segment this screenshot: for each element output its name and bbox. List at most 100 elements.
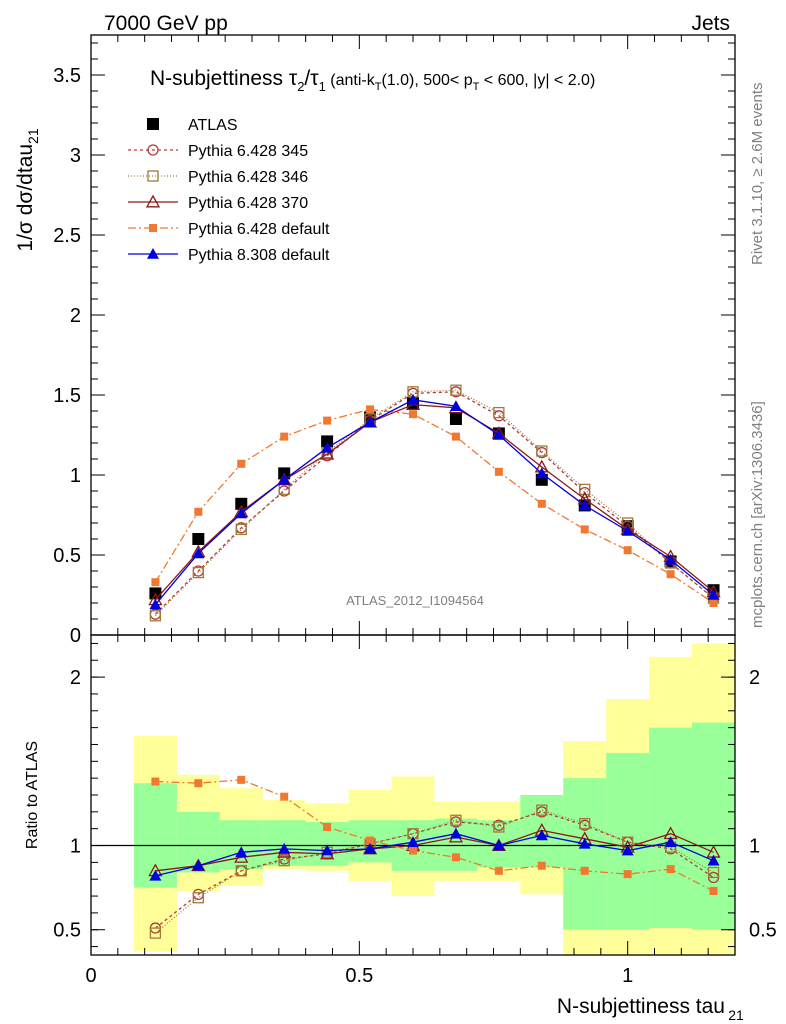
- energy-label: 7000 GeV pp: [104, 12, 228, 35]
- ratio-uncertainty-bands: [133, 643, 735, 955]
- main-point-pythia-8-308-default: [664, 553, 677, 565]
- main-point-pythia-6-428-default: [366, 405, 375, 414]
- main-point-pythia-6-428-default: [323, 416, 332, 425]
- legend-entry-pythia-6-428-346: Pythia 6.428 346: [128, 169, 308, 186]
- ratio-point-pythia-6-428-346: [579, 817, 591, 830]
- legend-marker-pythia-6-428-default: [149, 224, 157, 232]
- main-point-pythia-8-308-default: [535, 467, 548, 479]
- ratio-point-pythia-8-308-default: [535, 829, 548, 841]
- ratio-point-pythia-6-428-default: [323, 823, 332, 831]
- ratio-y-axis-label: Ratio to ATLAS: [24, 741, 41, 849]
- ratio-y-tick-label: 2: [70, 667, 81, 689]
- main-point-pythia-6-428-default: [580, 525, 589, 534]
- mcplots-source-label: mcplots.cern.ch [arXiv:1306.3436]: [749, 401, 766, 628]
- ratio-y-tick-label-right: 2: [749, 667, 760, 689]
- ratio-point-pythia-6-428-346: [493, 821, 505, 833]
- ratio-stat-band: [563, 778, 607, 930]
- legend-marker-pythia-6-428-345: [147, 144, 159, 156]
- ratio-point-pythia-6-428-default: [280, 792, 289, 801]
- ratio-axes: 0.5 0.5 1 1 2 2 0 0.5 1: [53, 634, 777, 987]
- main-point-pythia-6-428-default: [280, 432, 289, 441]
- main-point-pythia-8-308-default: [492, 429, 505, 440]
- main-point-pythia-6-428-346: [235, 523, 247, 536]
- legend-entry-atlas: ATLAS: [147, 117, 238, 134]
- ratio-line-pythia-6-428-default: [155, 779, 714, 892]
- main-point-pythia-6-428-346: [493, 406, 505, 419]
- ratio-point-pythia-8-308-default: [578, 837, 591, 849]
- main-y-tick-label: 1: [70, 465, 81, 487]
- ratio-point-pythia-6-428-346: [278, 855, 290, 867]
- rivet-version-label: Rivet 3.1.10, ≥ 2.6M events: [749, 83, 766, 266]
- x-tick-label: 0.5: [345, 965, 373, 987]
- ratio-point-pythia-6-428-default: [409, 846, 417, 855]
- main-point-atlas: [321, 435, 334, 448]
- legend-entry-pythia-6-428-default: Pythia 6.428 default: [128, 221, 330, 238]
- x-axis-label-subscript: 21: [728, 1007, 744, 1023]
- main-point-pythia-8-308-default: [321, 441, 334, 453]
- main-y-tick-label: 0.5: [53, 545, 81, 567]
- legend-label-pythia-6-428-346: Pythia 6.428 346: [188, 169, 308, 186]
- main-point-pythia-6-428-default: [537, 499, 546, 508]
- main-point-pythia-6-428-346: [579, 483, 591, 496]
- ratio-line-pythia-6-428-370: [155, 829, 714, 872]
- main-point-pythia-6-428-default: [237, 459, 246, 468]
- process-label: Jets: [691, 12, 730, 35]
- x-tick-label: 1: [622, 965, 633, 987]
- main-line-pythia-6-428-346: [154, 389, 714, 617]
- ratio-point-pythia-8-308-default: [492, 839, 505, 851]
- ratio-point-pythia-6-428-default: [151, 777, 160, 786]
- ratio-series-group: [91, 775, 735, 939]
- ratio-y-tick-label: 0.5: [53, 920, 81, 942]
- legend-label-pythia-6-428-default: Pythia 6.428 default: [188, 221, 330, 238]
- legend-entry-pythia-6-428-345: Pythia 6.428 345: [128, 143, 308, 160]
- main-point-pythia-6-428-default: [666, 570, 675, 579]
- main-point-pythia-8-308-default: [364, 416, 377, 427]
- ratio-point-pythia-8-308-default: [621, 844, 634, 856]
- ratio-point-pythia-6-428-default: [194, 779, 203, 788]
- legend-marker-pythia-8-308-default: [147, 248, 159, 259]
- ratio-point-pythia-8-308-default: [707, 854, 720, 866]
- ratio-point-pythia-6-428-default: [237, 775, 246, 784]
- ratio-point-pythia-8-308-default: [192, 859, 205, 871]
- ratio-point-pythia-8-308-default: [278, 842, 291, 854]
- main-line-pythia-6-428-345: [154, 391, 714, 615]
- main-series-atlas: [149, 397, 720, 600]
- main-point-pythia-6-428-default: [494, 467, 503, 476]
- legend-label-pythia-6-428-370: Pythia 6.428 370: [188, 195, 308, 212]
- legend-label-pythia-6-428-345: Pythia 6.428 345: [188, 143, 308, 160]
- main-point-pythia-8-308-default: [235, 507, 248, 519]
- ratio-stat-band: [692, 722, 735, 930]
- main-y-tick-label: 2: [70, 305, 81, 327]
- ratio-point-pythia-8-308-default: [407, 836, 419, 847]
- main-y-tick-label: 2.5: [53, 225, 81, 247]
- main-line-pythia-6-428-default: [154, 408, 714, 604]
- ratio-line-pythia-8-308-default: [155, 833, 714, 877]
- ratio-y-tick-label-right: 1: [749, 836, 760, 858]
- main-point-atlas: [449, 413, 462, 425]
- ratio-point-pythia-6-428-346: [149, 927, 162, 939]
- main-y-axis-label: 1/σ dσ/dtau21: [14, 128, 41, 251]
- main-point-pythia-8-308-default: [192, 547, 205, 559]
- main-y-tick-label: 0: [70, 625, 81, 647]
- main-point-pythia-8-308-default: [621, 525, 634, 536]
- main-y-tick-label: 1.5: [53, 385, 81, 407]
- main-point-pythia-6-428-346: [192, 566, 204, 579]
- main-point-pythia-6-428-346: [149, 610, 162, 622]
- main-point-pythia-6-428-370: [320, 446, 335, 460]
- ratio-point-pythia-6-428-default: [709, 887, 718, 895]
- plot-title: N-subjettiness τ2/τ1 (anti-kT(1.0), 500<…: [150, 67, 595, 94]
- ratio-point-pythia-8-308-default: [149, 869, 162, 881]
- main-point-pythia-6-428-default: [409, 410, 417, 419]
- ratio-series-pythia-6-428-default: [151, 775, 718, 895]
- main-point-pythia-6-428-default: [451, 432, 460, 441]
- ratio-point-pythia-6-428-346: [235, 865, 247, 877]
- main-point-pythia-6-428-default: [709, 599, 718, 607]
- ratio-y-tick-label-right: 0.5: [749, 920, 777, 942]
- main-point-pythia-8-308-default: [578, 499, 591, 511]
- legend: ATLAS Pythia 6.428 345 Pythia 6.428 346 Pyt…: [128, 117, 330, 264]
- legend-entry-pythia-8-308-default: Pythia 8.308 default: [128, 247, 330, 264]
- main-point-atlas: [235, 497, 248, 510]
- ratio-point-pythia-6-428-default: [666, 865, 675, 874]
- main-line-pythia-8-308-default: [154, 399, 714, 606]
- legend-marker-pythia-6-428-370: [145, 194, 161, 208]
